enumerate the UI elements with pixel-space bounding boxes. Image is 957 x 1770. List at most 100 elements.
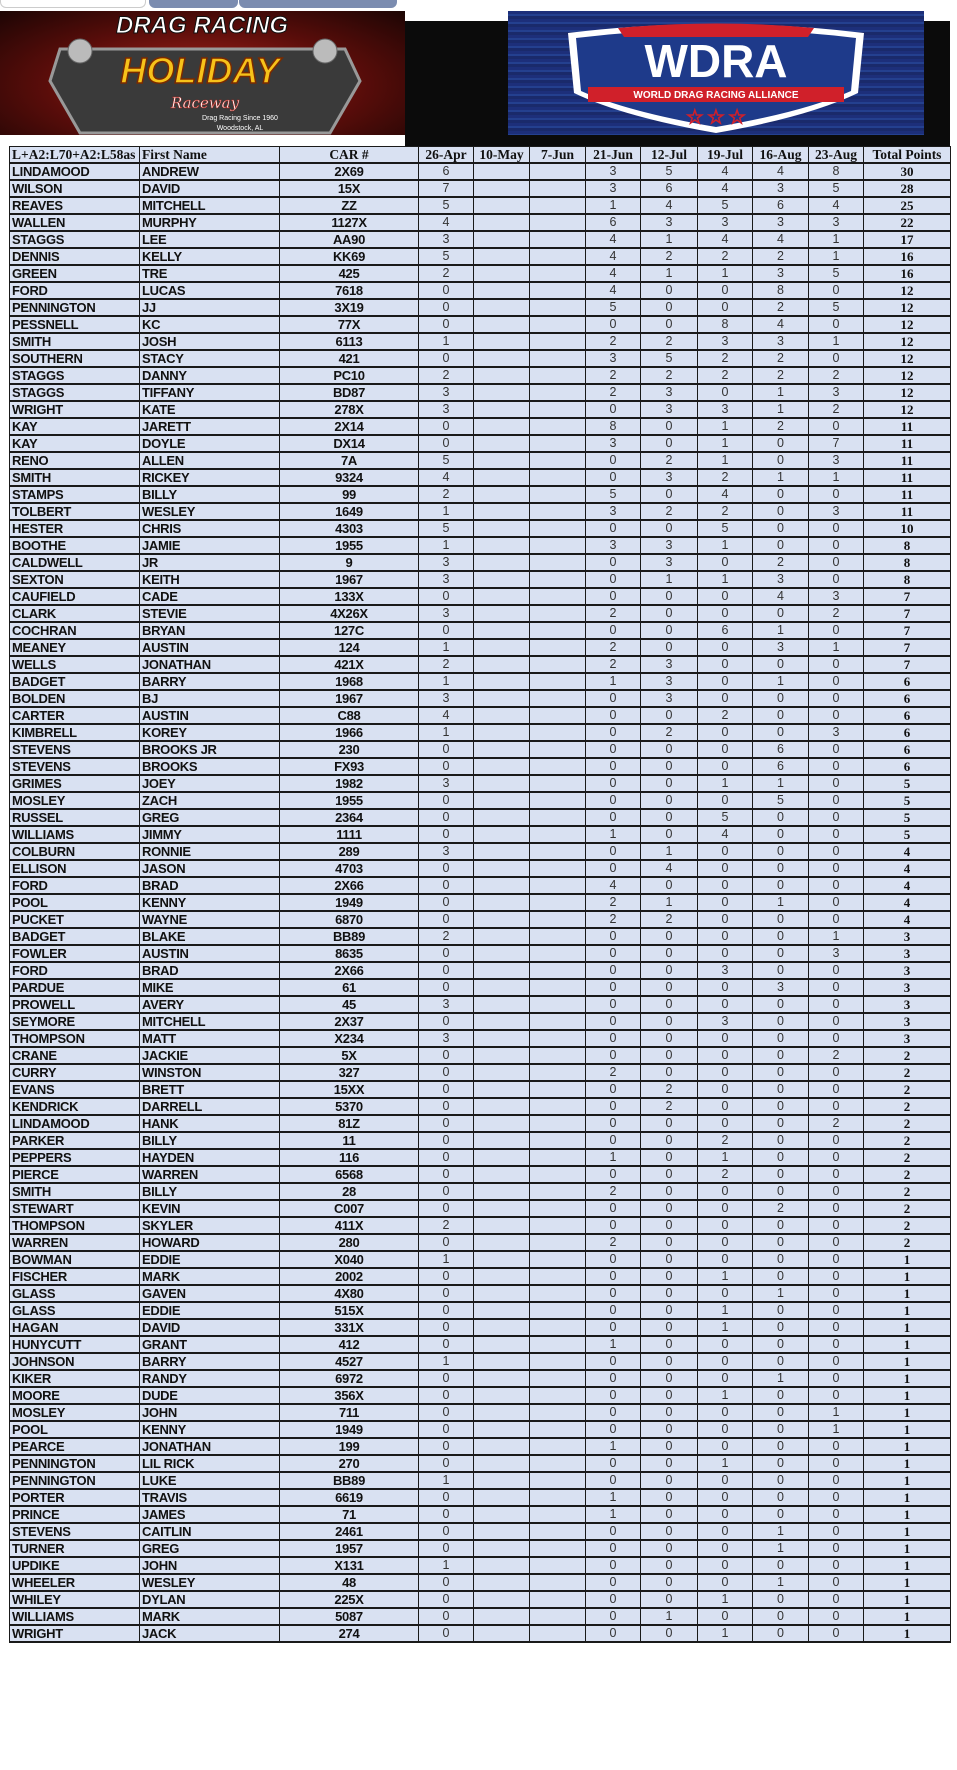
26-apr-cell[interactable]: 0 bbox=[418, 281, 474, 300]
10-may-cell[interactable] bbox=[473, 587, 530, 606]
7-jun-cell[interactable] bbox=[529, 1335, 586, 1354]
26-apr-header[interactable]: 26-Apr bbox=[418, 146, 474, 164]
first-name-cell[interactable]: DAVID bbox=[139, 1318, 280, 1337]
total-points-cell[interactable]: 22 bbox=[863, 213, 951, 232]
21-jun-cell[interactable]: 0 bbox=[585, 944, 641, 963]
car-number-cell[interactable]: BD87 bbox=[279, 383, 419, 402]
last-name-cell[interactable]: PIERCE bbox=[9, 1165, 140, 1184]
last-name-cell[interactable]: GREEN bbox=[9, 264, 140, 283]
23-aug-cell[interactable]: 0 bbox=[808, 1199, 864, 1218]
23-aug-cell[interactable]: 0 bbox=[808, 689, 864, 708]
10-may-cell[interactable] bbox=[473, 1624, 530, 1643]
first-name-cell[interactable]: TIFFANY bbox=[139, 383, 280, 402]
16-aug-cell[interactable]: 4 bbox=[752, 315, 809, 334]
car-number-cell[interactable]: 2002 bbox=[279, 1267, 419, 1286]
16-aug-cell[interactable]: 0 bbox=[752, 1301, 809, 1320]
7-jun-cell[interactable] bbox=[529, 1080, 586, 1099]
23-aug-cell[interactable]: 1 bbox=[808, 927, 864, 946]
12-jul-cell[interactable]: 0 bbox=[640, 1301, 698, 1320]
12-jul-cell[interactable]: 0 bbox=[640, 1318, 698, 1337]
10-may-cell[interactable] bbox=[473, 655, 530, 674]
16-aug-cell[interactable]: 0 bbox=[752, 485, 809, 504]
19-jul-cell[interactable]: 0 bbox=[697, 1182, 753, 1201]
first-name-cell[interactable]: DANNY bbox=[139, 366, 280, 385]
car-number-cell[interactable]: 6972 bbox=[279, 1369, 419, 1388]
19-jul-cell[interactable]: 5 bbox=[697, 519, 753, 538]
total-points-cell[interactable]: 1 bbox=[863, 1352, 951, 1371]
total-points-cell[interactable]: 16 bbox=[863, 247, 951, 266]
26-apr-cell[interactable]: 0 bbox=[418, 1505, 474, 1524]
26-apr-cell[interactable]: 0 bbox=[418, 740, 474, 759]
first-name-cell[interactable]: KATE bbox=[139, 400, 280, 419]
first-name-cell[interactable]: JAMES bbox=[139, 1505, 280, 1524]
total-points-cell[interactable]: 12 bbox=[863, 315, 951, 334]
12-jul-cell[interactable]: 1 bbox=[640, 893, 698, 912]
26-apr-cell[interactable]: 3 bbox=[418, 774, 474, 793]
top-tab[interactable] bbox=[149, 0, 238, 8]
21-jun-cell[interactable]: 0 bbox=[585, 757, 641, 776]
car-number-cell[interactable]: 1649 bbox=[279, 502, 419, 521]
first-name-cell[interactable]: JONATHAN bbox=[139, 655, 280, 674]
total-points-cell[interactable]: 11 bbox=[863, 417, 951, 436]
23-aug-cell[interactable]: 0 bbox=[808, 774, 864, 793]
first-name-cell[interactable]: LIL RICK bbox=[139, 1454, 280, 1473]
23-aug-cell[interactable]: 3 bbox=[808, 383, 864, 402]
21-jun-cell[interactable]: 2 bbox=[585, 655, 641, 674]
19-jul-cell[interactable]: 2 bbox=[697, 706, 753, 725]
10-may-cell[interactable] bbox=[473, 519, 530, 538]
car-number-cell[interactable]: FX93 bbox=[279, 757, 419, 776]
7-jun-cell[interactable] bbox=[529, 1369, 586, 1388]
last-name-cell[interactable]: PENNINGTON bbox=[9, 1471, 140, 1490]
12-jul-cell[interactable]: 0 bbox=[640, 757, 698, 776]
car-number-cell[interactable]: 199 bbox=[279, 1437, 419, 1456]
21-jun-cell[interactable]: 0 bbox=[585, 587, 641, 606]
total-points-cell[interactable]: 2 bbox=[863, 1216, 951, 1235]
total-points-cell[interactable]: 3 bbox=[863, 1029, 951, 1048]
12-jul-cell[interactable]: 0 bbox=[640, 1522, 698, 1541]
23-aug-cell[interactable]: 0 bbox=[808, 1029, 864, 1048]
26-apr-cell[interactable]: 2 bbox=[418, 655, 474, 674]
last-name-cell[interactable]: COCHRAN bbox=[9, 621, 140, 640]
last-name-cell[interactable]: KAY bbox=[9, 434, 140, 453]
first-name-cell[interactable]: CHRIS bbox=[139, 519, 280, 538]
12-jul-cell[interactable]: 3 bbox=[640, 468, 698, 487]
19-jul-cell[interactable]: 4 bbox=[697, 485, 753, 504]
total-points-cell[interactable]: 2 bbox=[863, 1148, 951, 1167]
first-name-cell[interactable]: KC bbox=[139, 315, 280, 334]
26-apr-cell[interactable]: 1 bbox=[418, 638, 474, 657]
23-aug-cell[interactable]: 2 bbox=[808, 1114, 864, 1133]
21-jun-cell[interactable]: 0 bbox=[585, 774, 641, 793]
26-apr-cell[interactable]: 1 bbox=[418, 672, 474, 691]
7-jun-cell[interactable] bbox=[529, 417, 586, 436]
26-apr-cell[interactable]: 5 bbox=[418, 247, 474, 266]
car-number-cell[interactable]: 515X bbox=[279, 1301, 419, 1320]
first-name-cell[interactable]: BILLY bbox=[139, 1182, 280, 1201]
car-number-cell[interactable]: AA90 bbox=[279, 230, 419, 249]
7-jun-cell[interactable] bbox=[529, 1301, 586, 1320]
26-apr-cell[interactable]: 0 bbox=[418, 1182, 474, 1201]
12-jul-cell[interactable]: 0 bbox=[640, 315, 698, 334]
7-jun-cell[interactable] bbox=[529, 1454, 586, 1473]
10-may-cell[interactable] bbox=[473, 400, 530, 419]
7-jun-cell[interactable] bbox=[529, 944, 586, 963]
car-number-cell[interactable]: 116 bbox=[279, 1148, 419, 1167]
7-jun-cell[interactable] bbox=[529, 553, 586, 572]
16-aug-cell[interactable]: 0 bbox=[752, 536, 809, 555]
19-jul-cell[interactable]: 0 bbox=[697, 791, 753, 810]
12-jul-cell[interactable]: 0 bbox=[640, 1284, 698, 1303]
total-points-cell[interactable]: 4 bbox=[863, 893, 951, 912]
26-apr-cell[interactable]: 0 bbox=[418, 1420, 474, 1439]
26-apr-cell[interactable]: 3 bbox=[418, 400, 474, 419]
21-jun-cell[interactable]: 0 bbox=[585, 1267, 641, 1286]
7-jun-cell[interactable] bbox=[529, 689, 586, 708]
7-jun-cell[interactable] bbox=[529, 961, 586, 980]
last-name-cell[interactable]: STAMPS bbox=[9, 485, 140, 504]
first-name-cell[interactable]: BARRY bbox=[139, 1352, 280, 1371]
7-jun-cell[interactable] bbox=[529, 349, 586, 368]
23-aug-cell[interactable]: 2 bbox=[808, 604, 864, 623]
last-name-cell[interactable]: FORD bbox=[9, 281, 140, 300]
19-jul-cell[interactable]: 1 bbox=[697, 1267, 753, 1286]
total-points-cell[interactable]: 2 bbox=[863, 1182, 951, 1201]
26-apr-cell[interactable]: 2 bbox=[418, 485, 474, 504]
21-jun-cell[interactable]: 0 bbox=[585, 1607, 641, 1626]
